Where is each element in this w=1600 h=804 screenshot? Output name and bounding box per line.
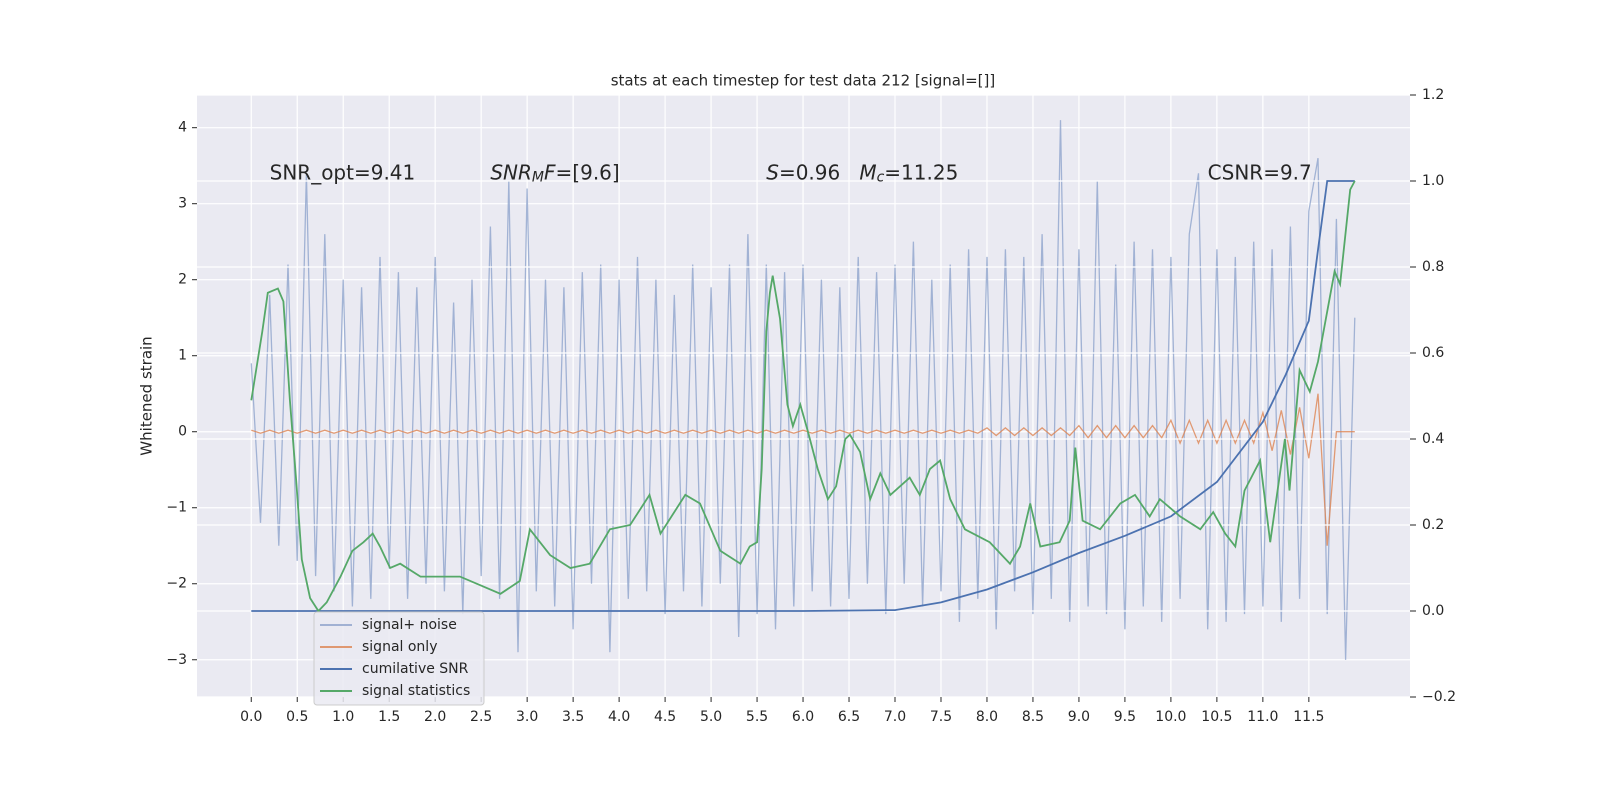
annotation-part: =0.96 <box>779 160 859 184</box>
annotation-part: F <box>544 160 556 184</box>
x-tick-label: 6.0 <box>792 709 814 725</box>
x-tick-label: 2.5 <box>470 709 492 725</box>
x-tick-label: 1.5 <box>378 709 400 725</box>
annotation: SNRMF=[9.6] <box>490 160 619 186</box>
legend-box <box>313 611 485 706</box>
x-tick-label: 6.5 <box>838 709 860 725</box>
annotation-part: SNR <box>490 160 532 184</box>
x-tick-label: 10.0 <box>1155 709 1186 725</box>
x-tick-label: 10.5 <box>1201 709 1232 725</box>
y-tick-label: −2 <box>166 576 187 592</box>
x-tick-label: 0.0 <box>240 709 262 725</box>
series-line <box>250 120 1356 660</box>
x-tick-label: 7.0 <box>884 709 906 725</box>
annotation-part: c <box>877 169 885 185</box>
legend-label: signal statistics <box>362 683 470 699</box>
legend-label: signal only <box>362 639 437 655</box>
annotation-part: M <box>532 169 544 185</box>
x-tick-label: 8.0 <box>976 709 998 725</box>
y-tick-label: 2 <box>178 272 187 288</box>
y-tick-label: −1 <box>166 500 187 516</box>
x-tick-label: 4.5 <box>654 709 676 725</box>
x-tick-label: 0.5 <box>286 709 308 725</box>
annotation-part: S <box>766 160 779 184</box>
x-tick-label: 3.0 <box>516 709 538 725</box>
y-tick-label: 3 <box>178 196 187 212</box>
y2-tick-label: 1.2 <box>1422 87 1444 103</box>
series-line <box>251 180 1355 612</box>
y-tick-label: 0 <box>178 424 187 440</box>
x-tick-label: 11.5 <box>1293 709 1324 725</box>
legend-label: cumilative SNR <box>362 661 469 677</box>
y-tick-label: −3 <box>166 652 187 668</box>
annotation: S=0.96 Mc=11.25 <box>766 160 958 186</box>
x-tick-label: 3.5 <box>562 709 584 725</box>
x-tick-label: 8.5 <box>1022 709 1044 725</box>
annotation-part: CSNR=9.7 <box>1208 160 1312 184</box>
annotation-part: =[9.6] <box>556 160 620 184</box>
y2-tick-label: 1.0 <box>1422 173 1444 189</box>
legend-label: signal+ noise <box>362 617 457 633</box>
x-tick-label: 5.0 <box>700 709 722 725</box>
y2-tick-label: 0.4 <box>1422 431 1444 447</box>
x-tick-label: 1.0 <box>332 709 354 725</box>
annotation: CSNR=9.7 <box>1208 160 1312 184</box>
annotation-part: =11.25 <box>884 160 958 184</box>
chart-title: stats at each timestep for test data 212… <box>611 72 996 90</box>
series-line <box>251 393 1355 546</box>
y2-tick-label: 0.0 <box>1422 603 1444 619</box>
y-tick-label: 1 <box>178 348 187 364</box>
y2-tick-label: 0.8 <box>1422 259 1444 275</box>
x-tick-label: 2.0 <box>424 709 446 725</box>
y2-tick-label: 0.2 <box>1422 517 1444 533</box>
x-tick-label: 4.0 <box>608 709 630 725</box>
x-tick-label: 9.0 <box>1068 709 1090 725</box>
x-tick-label: 9.5 <box>1114 709 1136 725</box>
y-axis-label: Whitened strain <box>138 336 156 455</box>
x-tick-label: 11.0 <box>1247 709 1278 725</box>
annotation-part: M <box>859 160 876 184</box>
series-line <box>250 180 1356 613</box>
x-tick-label: 5.5 <box>746 709 768 725</box>
x-tick-label: 7.5 <box>930 709 952 725</box>
series-group <box>197 95 1410 697</box>
y-tick-label: 4 <box>178 120 187 136</box>
y2-tick-label: 0.6 <box>1422 345 1444 361</box>
y2-tick-label: −0.2 <box>1422 689 1456 705</box>
annotation-part: SNR_opt=9.41 <box>270 160 416 184</box>
annotation: SNR_opt=9.41 <box>270 160 416 184</box>
